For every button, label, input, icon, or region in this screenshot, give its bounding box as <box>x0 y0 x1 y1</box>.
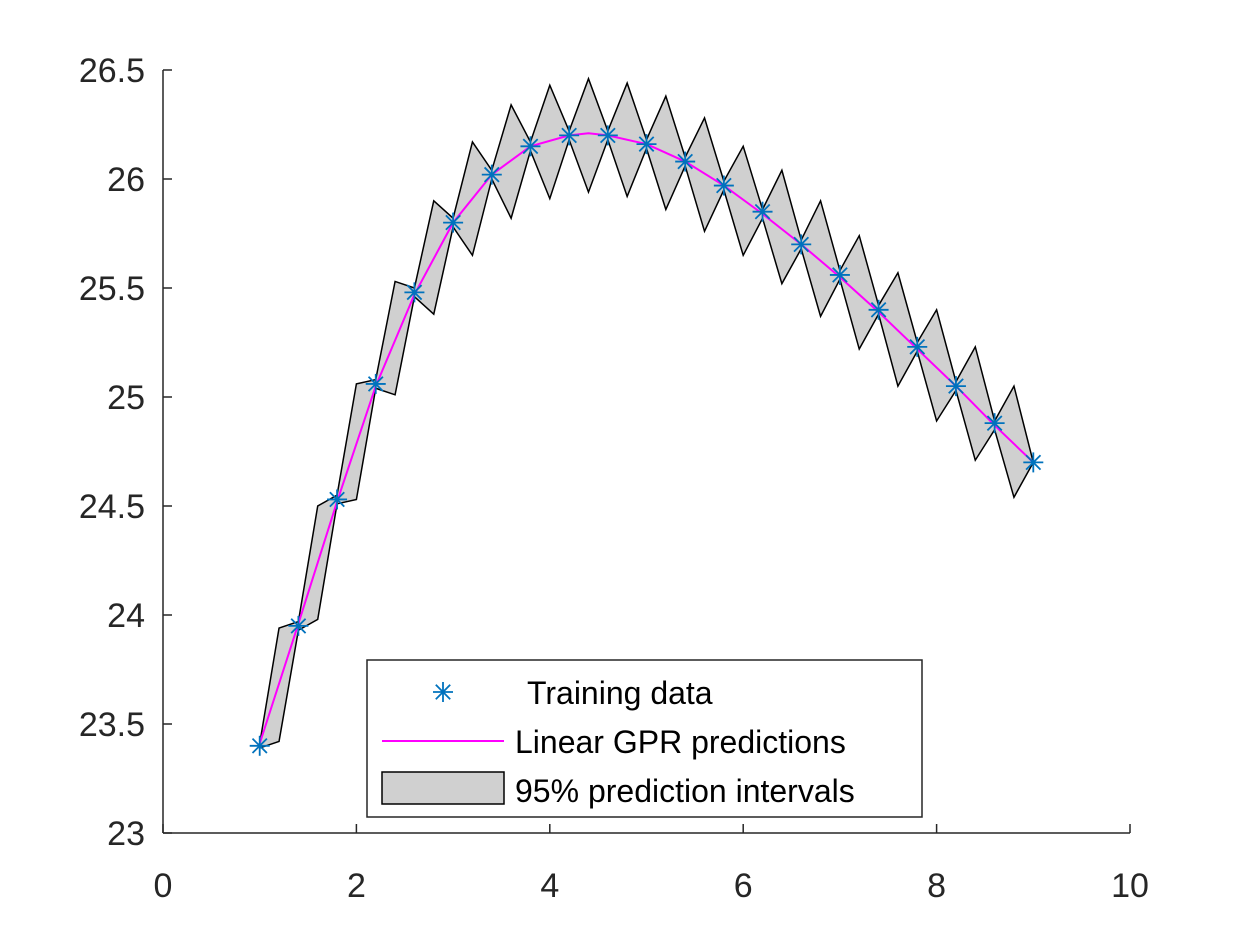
training-point <box>520 136 541 157</box>
x-tick-label: 6 <box>734 867 753 905</box>
training-point <box>636 134 657 155</box>
x-axis-ticks: 0 2 4 6 8 10 <box>154 824 1149 905</box>
training-markers <box>249 125 1044 756</box>
legend-interval-swatch <box>381 771 505 805</box>
legend-training-swatch <box>433 682 453 702</box>
training-point <box>404 282 425 303</box>
x-tick-label: 4 <box>540 867 559 905</box>
training-point <box>752 201 773 222</box>
x-tick-label: 0 <box>154 867 173 905</box>
training-point <box>481 164 502 185</box>
training-point <box>675 151 696 172</box>
legend-label-training: Training data <box>527 675 713 711</box>
prediction-interval-band <box>258 76 1035 750</box>
y-tick-label: 24 <box>107 597 145 635</box>
x-tick-label: 10 <box>1111 867 1149 905</box>
training-point <box>829 264 850 285</box>
y-tick-label: 25 <box>107 379 145 417</box>
prediction-line <box>258 132 1034 744</box>
training-point <box>907 336 928 357</box>
x-tick-label: 2 <box>347 867 366 905</box>
training-point <box>443 212 464 233</box>
training-point <box>365 373 386 394</box>
training-point <box>945 376 966 397</box>
plot-area <box>249 76 1044 756</box>
y-tick-label: 26 <box>107 161 145 199</box>
legend-label-prediction: Linear GPR predictions <box>515 724 846 760</box>
training-point <box>984 413 1005 434</box>
training-point <box>249 735 270 756</box>
legend: Training data Linear GPR predictions 95%… <box>366 659 923 818</box>
training-point <box>1023 452 1044 473</box>
legend-label-interval: 95% prediction intervals <box>515 773 855 809</box>
training-point <box>868 299 889 320</box>
training-point <box>288 615 309 636</box>
y-tick-label: 25.5 <box>79 270 145 308</box>
training-point <box>559 125 580 146</box>
x-tick-label: 8 <box>927 867 946 905</box>
training-point <box>597 125 618 146</box>
training-point <box>327 489 348 510</box>
y-axis-ticks: 23 23.5 24 24.5 25 25.5 26 26.5 <box>79 52 172 853</box>
training-point <box>791 234 812 255</box>
y-tick-label: 26.5 <box>79 52 145 90</box>
y-tick-label: 24.5 <box>79 488 145 526</box>
y-tick-label: 23.5 <box>79 706 145 744</box>
y-tick-label: 23 <box>107 815 145 853</box>
training-point <box>713 175 734 196</box>
legend-asterisk-marker <box>433 682 453 702</box>
